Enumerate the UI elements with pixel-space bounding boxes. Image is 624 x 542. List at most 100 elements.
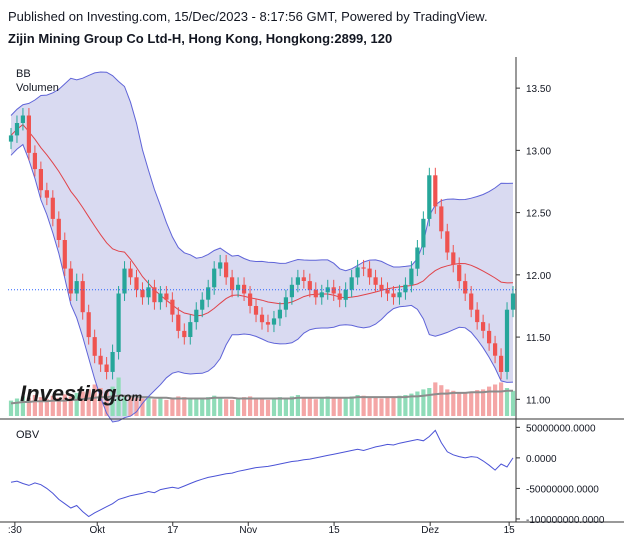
obv-line: [10, 429, 514, 518]
candle-body: [212, 268, 217, 288]
volume-bar: [176, 396, 181, 416]
volume-bar: [50, 395, 55, 416]
volume-bar: [32, 395, 37, 416]
obv-tick-label: -100000000.0000: [526, 515, 605, 526]
volume-bar: [152, 399, 157, 416]
price-tick-label: 12.50: [526, 209, 551, 220]
volume-bar: [44, 399, 49, 416]
volume-bar: [331, 397, 336, 416]
volume-bar: [188, 397, 193, 416]
time-tick-label: 17: [167, 525, 179, 536]
candle-body: [283, 297, 288, 310]
candle-body: [224, 262, 229, 278]
volume-bar: [224, 399, 229, 416]
candle-body: [295, 277, 300, 285]
candle-body: [80, 281, 85, 313]
candle-body: [86, 312, 91, 338]
candle-body: [349, 277, 354, 290]
candle-body: [319, 292, 324, 298]
volume-bar: [98, 388, 103, 416]
volume-bar: [325, 396, 330, 416]
candle-body: [92, 337, 97, 356]
volume-bar: [415, 391, 420, 416]
volume-bar: [289, 396, 294, 416]
volume-average-line: [10, 389, 513, 405]
volume-label: Volumen: [16, 82, 59, 94]
volume-bar: [80, 391, 85, 416]
volume-bar: [236, 398, 241, 416]
candle-body: [397, 292, 402, 298]
investing-watermark: Investing .com: [20, 381, 142, 406]
volume-bar: [433, 382, 438, 416]
volume-bar: [391, 396, 396, 416]
volume-bar: [385, 397, 390, 416]
candle-body: [259, 314, 265, 323]
bb-label: BB: [16, 68, 31, 80]
candle-body: [32, 152, 37, 170]
candle-body: [110, 352, 115, 372]
volume-bar: [301, 397, 306, 416]
volume-bar: [194, 399, 199, 416]
volume-bar: [110, 386, 115, 416]
volume-bar: [283, 397, 288, 416]
volume-bar: [493, 384, 498, 416]
volume-bar: [212, 395, 217, 416]
volume-bar: [218, 397, 223, 416]
volume-bar: [439, 385, 444, 416]
volume-bar: [409, 393, 414, 416]
volume-bar: [510, 390, 516, 416]
candle-body: [134, 277, 139, 290]
watermark-brand: Investing: [20, 381, 117, 406]
volume-bar: [403, 395, 408, 416]
candle-body: [337, 293, 342, 300]
candle-body: [469, 293, 474, 310]
candle-body: [152, 287, 157, 303]
candle-body: [373, 277, 378, 285]
volume-bar: [307, 398, 312, 416]
volume-bar: [487, 386, 492, 416]
volume-bar: [164, 399, 169, 416]
candle-body: [188, 322, 193, 337]
volume-bar: [427, 388, 432, 416]
candle-body: [146, 287, 151, 298]
volume-bar: [92, 384, 97, 416]
time-tick-label: Nov: [239, 525, 257, 536]
volume-bar: [8, 400, 14, 416]
volume-bar: [337, 398, 342, 416]
volume-bar: [397, 395, 402, 416]
volume-bar: [421, 389, 426, 416]
price-tick-label: 13.50: [526, 84, 551, 95]
time-tick-label: 15: [329, 525, 341, 536]
candle-body: [8, 135, 14, 142]
candle-body: [271, 318, 277, 325]
candle-body: [182, 330, 187, 338]
candle-body: [493, 343, 498, 356]
candle-body: [427, 175, 432, 219]
candle-body: [98, 355, 103, 365]
price-tick-label: 13.00: [526, 146, 551, 157]
volume-bar: [457, 392, 462, 416]
volume-bar: [14, 398, 20, 416]
candle-body: [44, 190, 49, 198]
time-tick-label: Okt: [89, 525, 105, 536]
candle-body: [487, 330, 492, 344]
volume-bar: [367, 397, 372, 416]
volume-bar: [20, 396, 25, 416]
candle-body: [206, 287, 211, 300]
candle-body: [421, 218, 426, 248]
candle-body: [289, 284, 294, 298]
volume-bar: [259, 399, 265, 416]
volume-bar: [122, 395, 127, 416]
volume-bar: [379, 398, 384, 416]
candle-body: [26, 115, 31, 153]
volume-bar: [146, 397, 151, 416]
candle-body: [200, 299, 205, 310]
candle-body: [38, 169, 43, 191]
volume-bar: [265, 399, 271, 416]
volume-bar: [56, 397, 61, 416]
candle-body: [379, 284, 384, 290]
candle-body: [457, 264, 462, 282]
price-tick-label: 11.00: [526, 395, 551, 406]
candle-body: [481, 322, 486, 331]
candle-body: [433, 175, 438, 207]
